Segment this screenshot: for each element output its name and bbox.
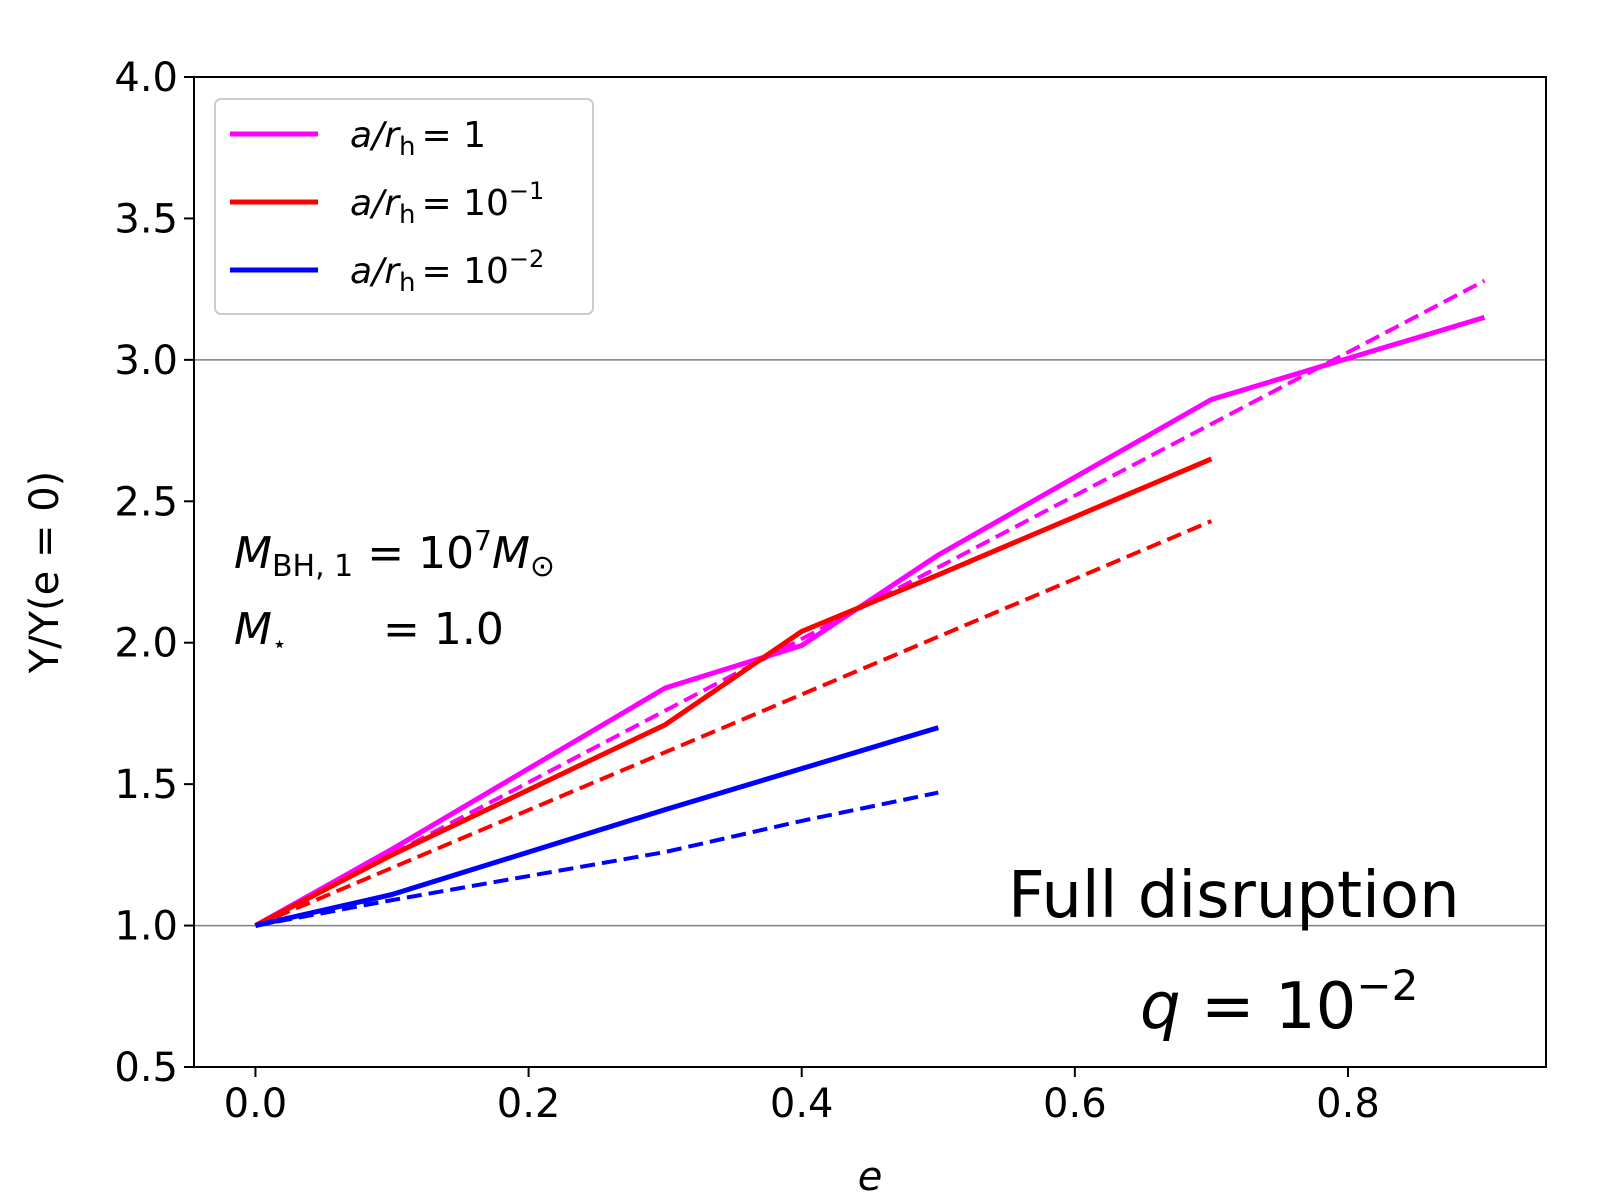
series-line-0 xyxy=(254,315,1486,928)
annotation-mstar: M⋆ = 1.0 xyxy=(234,604,504,658)
y-tick-label-7: 4.0 xyxy=(114,55,178,101)
x-tick-label-3: 0.6 xyxy=(1043,1081,1107,1127)
annotation-mbh: MBH, 1 = 107M⊙ xyxy=(234,524,555,584)
x-tick-label-1: 0.2 xyxy=(497,1081,561,1127)
annotation-full-disruption: Full disruption xyxy=(1008,859,1460,933)
x-tick-label-0: 0.0 xyxy=(224,1081,288,1127)
annotation-mbh-tail: M xyxy=(492,528,530,579)
plot-frame xyxy=(193,76,1547,1068)
y-tick-label-1: 1.0 xyxy=(114,904,178,950)
annotation-mbh-sup: 7 xyxy=(474,524,492,557)
series-group xyxy=(254,278,1486,929)
y-axis-label: Y/Y(e = 0) xyxy=(22,471,68,675)
series-line-5 xyxy=(255,790,939,928)
y-tick-label-4: 2.5 xyxy=(114,479,178,525)
legend: a/rh = 1 a/rh = 10−1 a/rh = 10−2 xyxy=(214,98,594,315)
legend-entry-2: a/rh = 10−2 xyxy=(350,245,544,298)
annotation-q-base: q xyxy=(1140,970,1181,1044)
y-tick-label-3: 2.0 xyxy=(114,621,178,667)
annotation-mbh-sub: BH, 1 xyxy=(272,549,353,584)
y-axis-ticks: 0.5 1.0 1.5 2.0 2.5 3.0 3.5 4.0 xyxy=(114,55,194,1091)
legend-entry-0: a/rh = 1 xyxy=(350,115,486,162)
annotation-q: q = 10−2 xyxy=(1140,961,1418,1044)
legend-entry-1: a/rh = 10−1 xyxy=(350,177,544,230)
y-tick-label-2: 1.5 xyxy=(114,762,178,808)
series-line-2 xyxy=(254,456,1213,928)
y-tick-label-5: 3.0 xyxy=(114,338,178,384)
y-tick-label-0: 0.5 xyxy=(114,1045,178,1091)
x-axis-label: e xyxy=(858,1154,883,1200)
annotation-mbh-base: M xyxy=(234,528,272,579)
annotation-q-sup: −2 xyxy=(1356,961,1418,1010)
x-axis-ticks: 0.0 0.2 0.4 0.6 0.8 xyxy=(224,1067,1380,1127)
series-line-4 xyxy=(254,725,940,929)
y-tick-label-6: 3.5 xyxy=(114,196,178,242)
x-tick-label-2: 0.4 xyxy=(770,1081,834,1127)
annotation-mstar-sub: ⋆ xyxy=(272,630,287,658)
annotation-mstar-base: M xyxy=(234,604,272,655)
series-line-3 xyxy=(254,519,1213,928)
annotation-q-eq: = 10 xyxy=(1181,970,1357,1044)
x-tick-label-4: 0.8 xyxy=(1316,1081,1380,1127)
annotation-mbh-eq: = 10 xyxy=(353,528,474,579)
annotation-mbh-tail-sub: ⊙ xyxy=(530,549,555,584)
annotation-mstar-eq: = 1.0 xyxy=(383,604,504,655)
legend-box xyxy=(214,98,594,315)
reference-lines xyxy=(194,359,1546,927)
